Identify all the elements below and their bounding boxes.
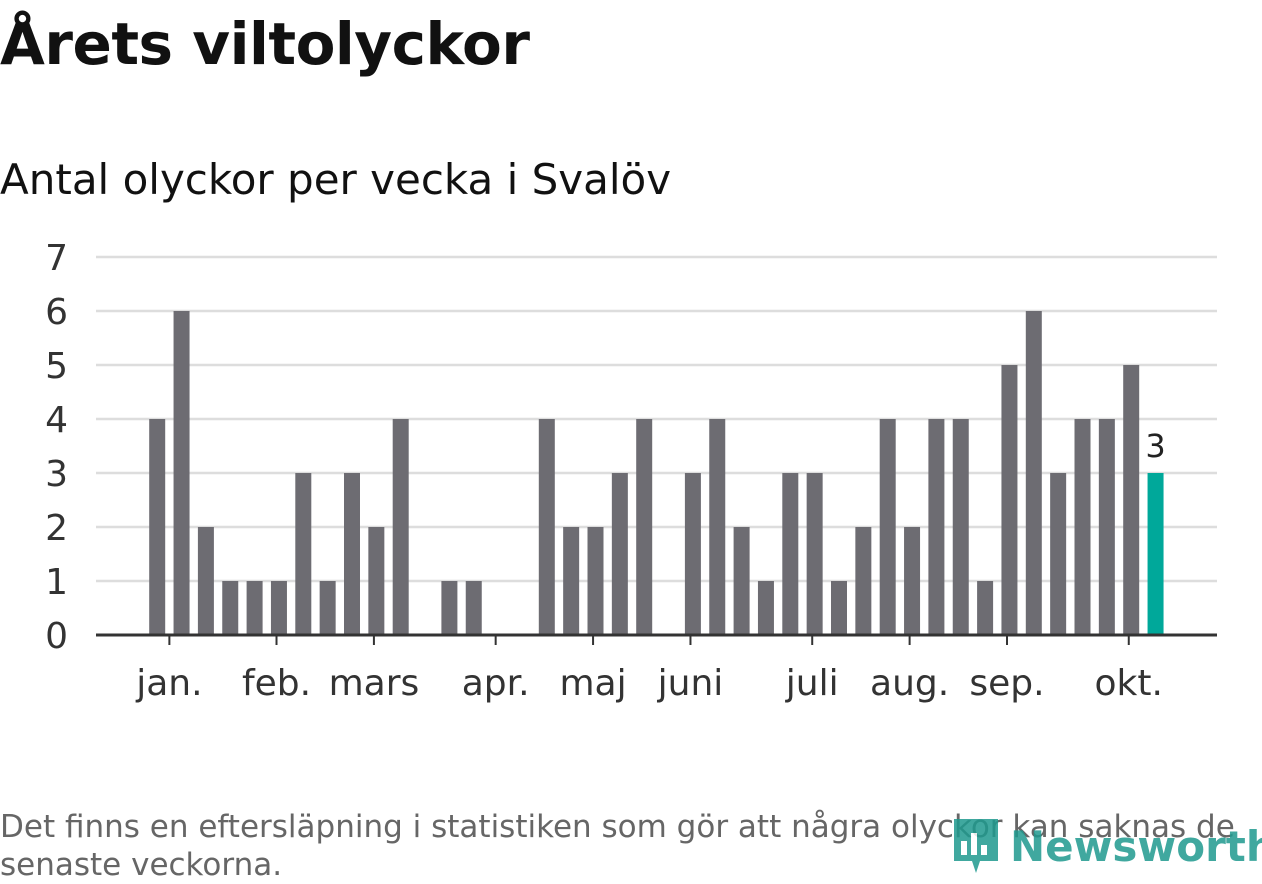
bar-chart-logo-icon bbox=[954, 819, 998, 873]
bar bbox=[563, 527, 580, 635]
x-tick-label: maj bbox=[559, 663, 626, 704]
y-tick-label: 1 bbox=[45, 562, 68, 603]
bar bbox=[270, 581, 287, 635]
x-tick-label: mars bbox=[329, 663, 420, 704]
bar bbox=[295, 473, 312, 635]
y-tick-label: 5 bbox=[45, 346, 68, 387]
y-tick-label: 0 bbox=[45, 616, 68, 657]
logo-text: Newsworthy bbox=[1010, 821, 1262, 871]
bar bbox=[855, 527, 872, 635]
bar bbox=[757, 581, 774, 635]
x-tick-label: juni bbox=[657, 663, 724, 704]
bar bbox=[1098, 419, 1115, 635]
bar bbox=[611, 473, 628, 635]
footnote: Det finns en eftersläpning i statistiken… bbox=[0, 809, 1235, 883]
y-tick-label: 6 bbox=[45, 292, 68, 333]
bar bbox=[977, 581, 994, 635]
x-tick-label: apr. bbox=[462, 663, 530, 704]
x-tick-label: okt. bbox=[1095, 663, 1163, 704]
bar bbox=[709, 419, 726, 635]
y-tick-label: 2 bbox=[45, 508, 68, 549]
bar bbox=[1123, 365, 1140, 635]
bar bbox=[904, 527, 921, 635]
x-axis-month-labels: jan. feb. mars apr. maj juni juli aug. sep. okt. bbox=[135, 635, 1163, 704]
bar bbox=[222, 581, 239, 635]
bar bbox=[319, 581, 336, 635]
chart-title: Årets viltolyckor bbox=[0, 10, 530, 78]
x-tick-label: aug. bbox=[870, 663, 949, 704]
data-labels: 3 bbox=[1145, 427, 1165, 465]
bar bbox=[1025, 311, 1042, 635]
y-tick-label: 4 bbox=[45, 400, 68, 441]
bar bbox=[344, 473, 360, 635]
y-axis-ticks: 0 1 2 3 4 5 6 7 bbox=[45, 238, 68, 657]
x-tick-label: jan. bbox=[135, 663, 202, 704]
newsworthy-logo: Newsworthy bbox=[950, 814, 1262, 878]
bar bbox=[173, 311, 190, 635]
y-tick-label: 7 bbox=[45, 238, 68, 279]
bar bbox=[465, 581, 482, 635]
bar bbox=[806, 473, 823, 635]
bar bbox=[538, 419, 555, 635]
bars bbox=[149, 311, 1164, 635]
bar bbox=[587, 527, 604, 635]
chart-subtitle: Antal olyckor per vecka i Svalöv bbox=[0, 155, 672, 204]
bar bbox=[368, 527, 385, 635]
bar bbox=[1074, 419, 1091, 635]
x-tick-label: sep. bbox=[969, 663, 1044, 704]
bar bbox=[246, 581, 263, 635]
highlighted-bar bbox=[1147, 473, 1164, 635]
bar bbox=[684, 473, 701, 635]
bar bbox=[782, 473, 799, 635]
bar bbox=[197, 527, 214, 635]
x-tick-label: feb. bbox=[242, 663, 311, 704]
bar bbox=[733, 527, 750, 635]
x-tick-label: juli bbox=[785, 663, 839, 704]
highlight-data-label: 3 bbox=[1145, 427, 1165, 465]
y-tick-label: 3 bbox=[45, 454, 68, 495]
bar bbox=[1001, 365, 1018, 635]
bar bbox=[879, 419, 896, 635]
gridlines bbox=[96, 255, 1217, 583]
bar bbox=[952, 419, 969, 635]
bar-chart: 0 1 2 3 4 5 6 7 jan. feb. mars apr. maj juni juli aug.… bbox=[45, 238, 1217, 704]
bar bbox=[831, 581, 847, 635]
bar bbox=[1050, 473, 1067, 635]
bar bbox=[441, 581, 458, 635]
bar bbox=[636, 419, 653, 635]
bar bbox=[928, 419, 945, 635]
bar bbox=[149, 419, 166, 635]
bar bbox=[392, 419, 409, 635]
